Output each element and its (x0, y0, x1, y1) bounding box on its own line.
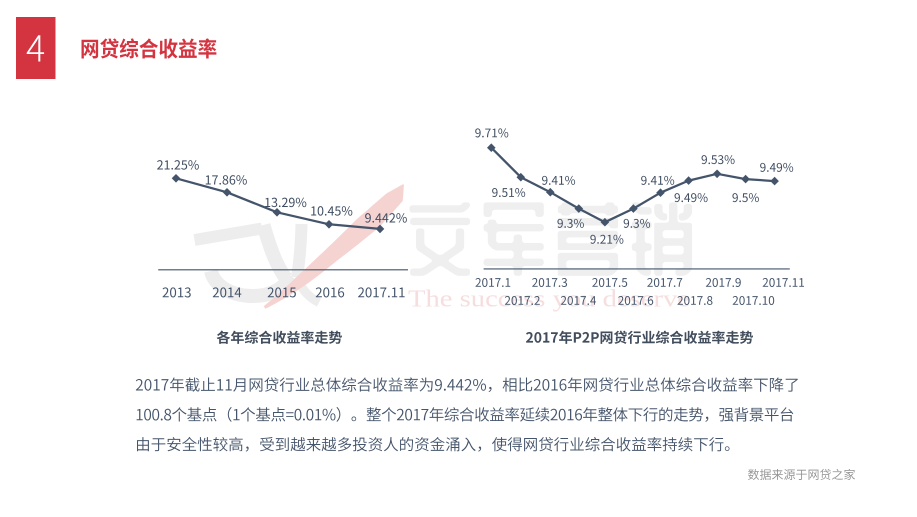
svg-text:The success you deserve: The success you deserve (408, 287, 690, 313)
